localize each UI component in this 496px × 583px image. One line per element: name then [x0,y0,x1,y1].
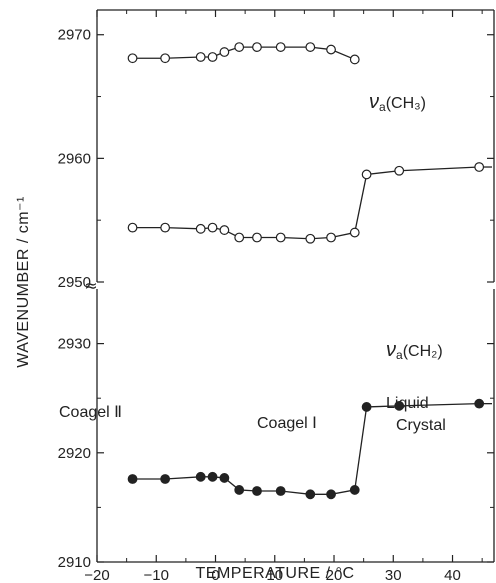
series-0-point [207,52,218,62]
annotation-va-ch2-sub: a [396,348,403,362]
x-tick-label: 0 [211,567,219,583]
series-1-point [349,227,360,238]
annotation-liquid: Liquid [386,395,429,412]
series-2-point [326,489,336,500]
x-tick-label: 30 [385,567,402,583]
series-0-point [326,44,336,55]
annotation-va-ch3-rest: (CH₃) [386,95,426,112]
series-2-point [474,398,485,409]
series-1-point [361,169,372,180]
series-0-point [195,52,206,62]
annotation-va-ch2: νa(CH₂) [386,339,443,362]
series-0-point [275,42,286,52]
y-tick-label: 2970 [58,27,91,44]
series-2-point [361,402,372,412]
series-0-point [349,54,360,65]
annotation-va-ch3: νa(CH₃) [369,91,426,114]
series-1-point [207,222,218,233]
series-2-point [195,471,206,482]
y-tick-label: 2910 [58,554,91,571]
axes: ≈ [84,9,495,563]
series-0-point [219,47,230,57]
series-2-point [394,400,405,411]
series-layer [127,42,492,500]
series-1-point [160,222,171,233]
series-0-point [252,42,262,52]
labels-layer: −20 −10 0 10 20 30 40 2950 2960 2970 2910 2920 2930 [58,27,461,583]
x-tick-label: 10 [266,567,283,583]
series-1-point [474,162,485,172]
x-axis-title: TEMPERATURE / °C [196,565,355,582]
annotation-va-ch2-nu: ν [386,339,396,361]
series-0-point [305,42,316,52]
series-1-point [326,232,336,243]
series-2-point [160,474,171,484]
series-1-point [219,225,230,235]
series-2-point [219,473,230,483]
y-tick-label: 2950 [58,274,91,291]
x-tick-label: −10 [144,567,169,583]
annotation-crystal: Crystal [396,417,446,434]
series-1-point [275,232,286,243]
x-tick-label: 20 [326,567,343,583]
series-2-point [234,485,245,495]
series-1-point [234,232,245,243]
series-2-point [349,485,360,495]
series-1-point [252,232,262,243]
series-1-line [132,166,480,240]
series-2-point [252,486,262,496]
annotation-coagel-i: Coagel Ⅰ [257,415,317,432]
y-tick-label: 2960 [58,150,91,167]
series-1-point [305,233,316,244]
series-1-point [394,165,405,176]
series-2-point [127,474,138,484]
series-0-point [234,42,245,52]
series-2-point [207,471,218,482]
y-tick-label: 2930 [58,336,91,353]
annotation-va-ch3-sub: a [379,100,386,114]
series-1-point [127,222,138,233]
series-2-point [305,489,316,500]
annotation-va-ch3-nu: ν [369,91,379,113]
y-tick-label: 2920 [58,445,91,462]
series-0-point [160,53,171,64]
annotation-coagel-ii: Coagel Ⅱ [59,404,122,421]
x-tick-label: 40 [444,567,461,583]
x-tick-label: −20 [84,567,109,583]
axis-break-mark: ≈ [84,276,97,295]
annotation-va-ch2-rest: (CH₂) [403,343,443,360]
series-0-point [127,53,138,64]
series-1-point [195,223,206,234]
y-axis-title: WAVENUMBER / cm⁻¹ [15,196,32,368]
series-2-point [275,486,286,496]
